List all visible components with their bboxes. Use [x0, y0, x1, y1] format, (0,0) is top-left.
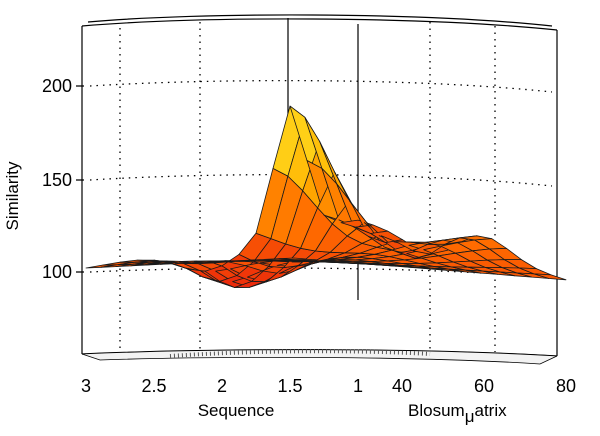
floor-band — [81, 349, 558, 365]
z-axis-label: Similarity — [3, 161, 22, 230]
x-tick-label: 3 — [81, 376, 91, 396]
surface-mesh — [85, 105, 567, 288]
z-tick-marks — [76, 85, 84, 273]
y-axis-label: Blosumμatrix — [408, 401, 507, 426]
top-edge — [87, 14, 553, 27]
z-tick-label: 150 — [42, 170, 72, 190]
surface-facet — [533, 273, 567, 281]
x-axis-label: Sequence — [198, 401, 275, 420]
y-axis-label-suffix: atrix — [474, 401, 507, 420]
y-tick-label: 40 — [392, 376, 412, 396]
z-tick-label: 200 — [42, 76, 72, 96]
x-tick-label: 2.5 — [141, 376, 166, 396]
y-tick-label: 80 — [556, 376, 576, 396]
y-tick-label: 60 — [474, 376, 494, 396]
x-tick-label: 1.5 — [277, 376, 302, 396]
grid-lines — [89, 22, 553, 352]
x-tick-label: 2 — [217, 376, 227, 396]
y-axis-label-prefix: Blosum — [408, 401, 465, 420]
y-axis-label-mu: μ — [465, 407, 475, 426]
z-tick-label: 100 — [42, 262, 72, 282]
x-tick-label: 1 — [353, 376, 363, 396]
